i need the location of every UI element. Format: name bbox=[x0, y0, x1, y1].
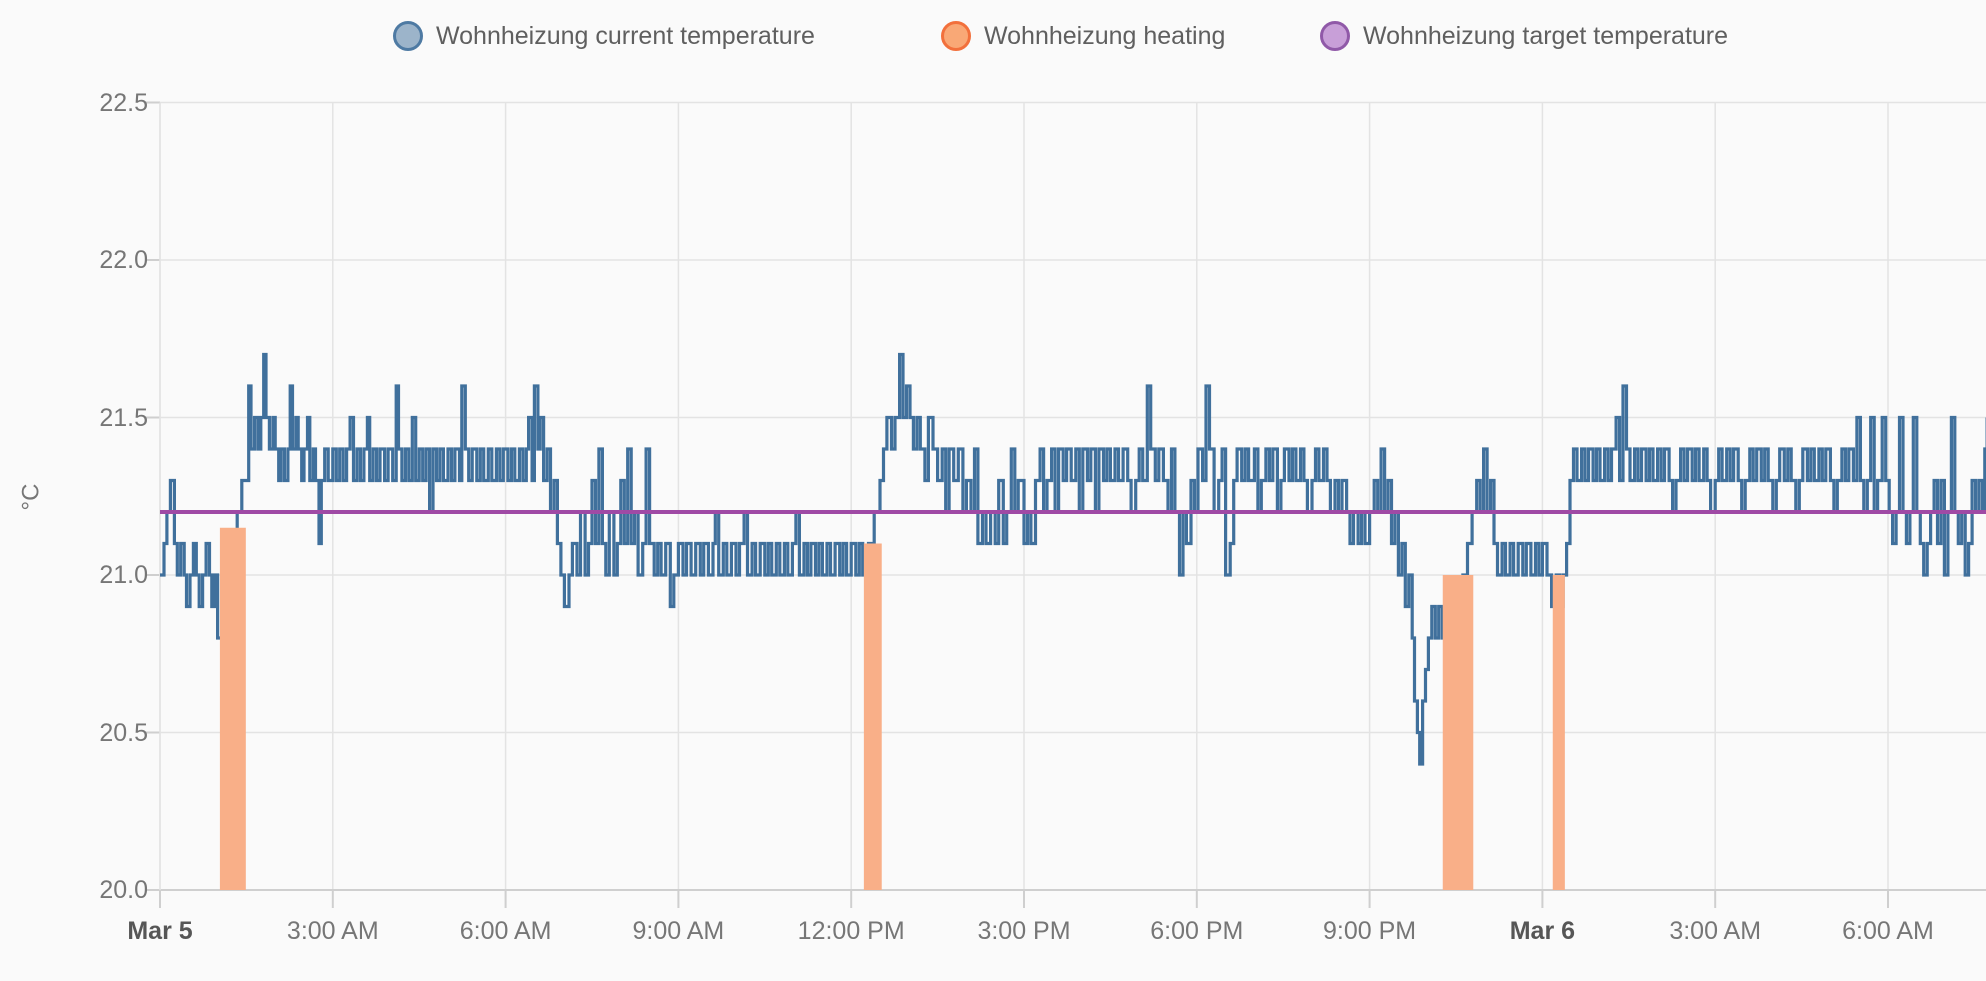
legend-item-current-temperature[interactable]: Wohnheizung current temperature bbox=[393, 21, 815, 51]
legend-label: Wohnheizung heating bbox=[984, 21, 1226, 50]
legend-label: Wohnheizung current temperature bbox=[436, 21, 815, 50]
y-axis-label: 22.0 bbox=[99, 246, 148, 274]
x-axis-label: 3:00 AM bbox=[1669, 917, 1762, 945]
x-axis-label: 6:00 PM bbox=[1150, 917, 1244, 945]
legend-label: Wohnheizung target temperature bbox=[1363, 21, 1729, 50]
y-axis-label: 22.5 bbox=[99, 88, 148, 117]
y-axis-unit-label: °C bbox=[17, 483, 45, 511]
heating-on-bar bbox=[1552, 575, 1565, 890]
y-axis-label: 20.5 bbox=[99, 718, 148, 747]
heating-on-bar bbox=[863, 543, 882, 890]
series-layer bbox=[160, 352, 1986, 890]
y-axis-label: 20.0 bbox=[99, 876, 148, 904]
x-axis-label: 9:00 PM bbox=[1323, 917, 1417, 945]
x-axis-label: Mar 6 bbox=[1509, 917, 1576, 945]
heating-on-bar bbox=[219, 527, 246, 890]
legend-item-target-temperature[interactable]: Wohnheizung target temperature bbox=[1320, 21, 1728, 51]
heating-marker-icon bbox=[941, 21, 971, 51]
legend-item-heating[interactable]: Wohnheizung heating bbox=[941, 21, 1225, 51]
current-temperature-line bbox=[160, 352, 1986, 766]
x-axis-label: 12:00 PM bbox=[797, 917, 905, 945]
current-temperature-marker-icon bbox=[393, 21, 423, 51]
heating-on-bar bbox=[1442, 575, 1474, 890]
x-axis-label: Mar 5 bbox=[127, 917, 193, 945]
x-axis-label: 3:00 PM bbox=[977, 917, 1071, 945]
y-axis-label: 21.0 bbox=[99, 561, 148, 589]
y-axis-label: 21.5 bbox=[99, 403, 148, 432]
x-axis-label: 3:00 AM bbox=[286, 917, 379, 945]
x-axis-label: 6:00 AM bbox=[459, 917, 552, 945]
legend: Wohnheizung current temperature Wohnheiz… bbox=[0, 21, 1986, 55]
x-axis-label: 9:00 AM bbox=[632, 917, 725, 945]
target-temperature-marker-icon bbox=[1320, 21, 1350, 51]
x-axis-label: 6:00 AM bbox=[1842, 917, 1934, 945]
